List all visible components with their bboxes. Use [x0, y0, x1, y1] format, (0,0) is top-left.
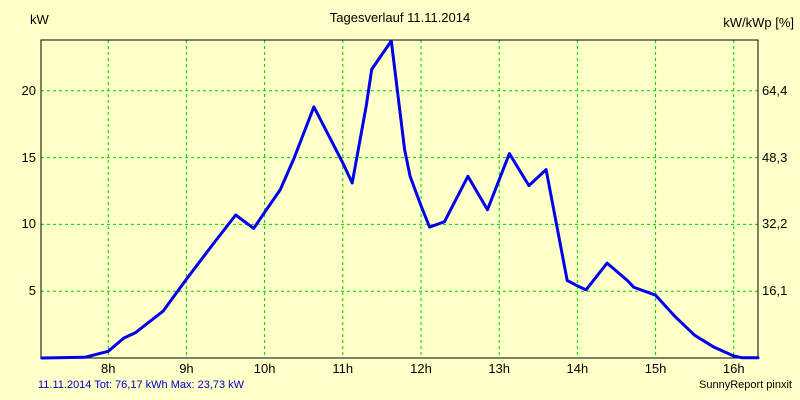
y-axis-tick-label-left: 5	[28, 283, 36, 299]
x-axis-tick-label: 10h	[253, 361, 276, 376]
x-axis-tick-label: 8h	[101, 361, 116, 376]
x-axis-tick-label: 14h	[566, 361, 589, 376]
left-axis-unit-label: kW	[30, 12, 49, 27]
x-axis-tick-label: 12h	[410, 361, 432, 376]
footer-summary-text: 11.11.2014 Tot: 76,17 kWh Max: 23,73 kW	[38, 379, 245, 391]
footer-brand-text: SunnyReport pinxit	[699, 379, 792, 391]
plot-background	[41, 40, 758, 358]
right-axis-unit-label: kW/kWp [%]	[723, 15, 794, 30]
x-axis-tick-label: 13h	[488, 361, 511, 376]
plot-frame	[40, 39, 759, 359]
y-axis-tick-label-left: 20	[21, 82, 36, 98]
y-axis-tick-label-right: 16,1	[762, 283, 788, 299]
x-axis-tick-label: 11h	[332, 361, 354, 376]
y-axis-tick-label-left: 15	[21, 149, 36, 165]
y-axis-tick-label-right: 32,2	[762, 216, 788, 232]
power-curve	[40, 39, 760, 360]
y-axis-tick-label-right: 48,3	[762, 149, 788, 165]
x-axis-tick-label: 15h	[644, 361, 667, 376]
y-axis-tick-label-left: 10	[21, 216, 36, 232]
x-axis-tick-label: 9h	[179, 361, 194, 376]
x-axis-tick-label: 16h	[722, 361, 745, 376]
y-axis-tick-label-right: 64,4	[762, 82, 788, 98]
page-title: Tagesverlauf 11.11.2014	[329, 10, 471, 25]
